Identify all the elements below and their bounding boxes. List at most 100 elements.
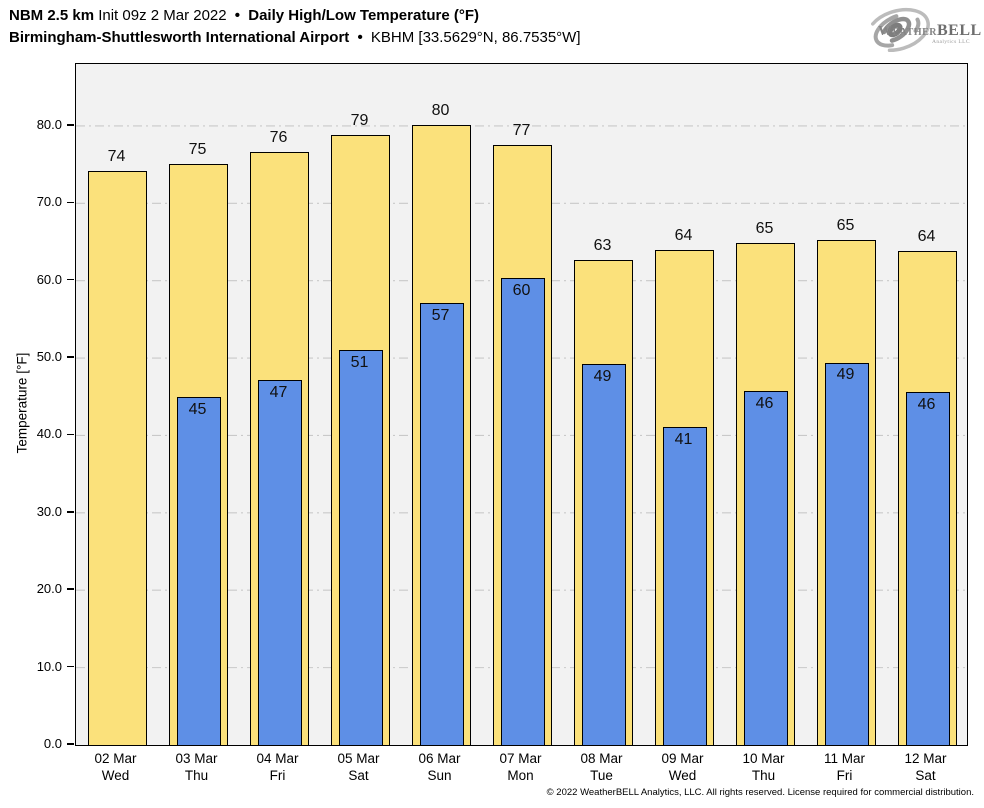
logo-weather-text: Weather — [878, 24, 937, 39]
x-tick-date: 03 Mar — [175, 751, 218, 766]
x-tick-label: 04 Mar Fri — [237, 750, 318, 784]
x-tick-date: 10 Mar — [742, 751, 785, 766]
x-tick-label: 02 Mar Wed — [75, 750, 156, 784]
low-value-label: 46 — [917, 395, 936, 413]
y-tick-label: 70.0 — [36, 194, 62, 210]
hurricane-swirl-icon — [866, 7, 930, 53]
chart-title-line2: Birmingham-Shuttlesworth International A… — [9, 29, 581, 46]
high-value-label: 64 — [674, 227, 693, 245]
high-value-label: 76 — [269, 129, 288, 146]
low-temp-bar — [257, 379, 302, 745]
logo-subtext: Analytics LLC — [931, 39, 970, 45]
plot-area: 74 75 45 76 47 79 51 80 57 77 60 63 49 64 41 65 46 65 49 64… — [75, 63, 968, 746]
y-axis-tick — [67, 356, 74, 358]
station-id: KBHM [33.5629°N, 86.7535°W] — [370, 29, 581, 46]
x-tick-date: 07 Mar — [499, 751, 542, 766]
high-value-label: 65 — [755, 220, 774, 238]
y-axis-tick — [67, 743, 74, 745]
title-separator: • — [234, 7, 241, 24]
low-value-label: 45 — [188, 401, 207, 419]
x-tick-date: 11 Mar — [823, 751, 865, 766]
high-value-label: 64 — [917, 228, 936, 246]
low-temp-bar — [338, 350, 383, 745]
x-tick-date: 12 Mar — [904, 751, 947, 766]
x-tick-date: 02 Mar — [94, 751, 137, 766]
x-tick-weekday: Fri — [836, 768, 853, 783]
y-axis-title: Temperature [°F] — [14, 352, 30, 454]
y-tick-label: 80.0 — [36, 116, 62, 132]
low-temp-bar — [905, 391, 950, 745]
low-temp-bar — [581, 364, 626, 745]
x-tick-weekday: Mon — [507, 768, 534, 783]
copyright-text: © 2022 WeatherBELL Analytics, LLC. All r… — [546, 787, 974, 798]
y-tick-label: 20.0 — [36, 581, 62, 597]
product-name: Daily High/Low Temperature (°F) — [248, 7, 479, 24]
y-tick-label: 40.0 — [36, 426, 62, 442]
init-time: Init 09z 2 Mar 2022 — [98, 7, 227, 24]
low-temp-bar — [743, 391, 788, 745]
model-name: NBM 2.5 km — [9, 7, 95, 24]
title-separator: • — [357, 29, 363, 46]
x-tick-date: 04 Mar — [256, 751, 299, 766]
low-value-label: 41 — [674, 430, 693, 448]
y-axis-tick — [67, 588, 74, 590]
x-tick-weekday: Sat — [915, 768, 936, 783]
high-value-label: 77 — [512, 122, 531, 140]
x-tick-label: 09 Mar Wed — [642, 750, 723, 784]
low-temp-bar — [419, 302, 464, 745]
high-value-label: 79 — [350, 111, 369, 129]
x-tick-label: 06 Mar Sun — [399, 750, 480, 784]
y-axis-tick — [67, 124, 74, 126]
y-tick-label: 10.0 — [36, 658, 62, 674]
y-axis-tick — [67, 278, 74, 281]
low-value-label: 57 — [431, 306, 450, 324]
y-axis-tick — [67, 511, 74, 513]
station-name: Birmingham-Shuttlesworth International A… — [9, 29, 350, 46]
x-tick-label: 12 Mar Sat — [885, 750, 966, 784]
low-temp-bar — [500, 278, 545, 745]
x-tick-date: 05 Mar — [337, 751, 380, 766]
x-tick-label: 08 Mar Tue — [561, 750, 642, 784]
x-tick-label: 03 Mar Thu — [156, 750, 237, 784]
low-value-label: 49 — [836, 366, 855, 384]
low-value-label: 49 — [593, 368, 612, 386]
low-value-label: 60 — [512, 282, 531, 300]
x-tick-weekday: Wed — [101, 768, 130, 783]
logo-bell-text: BELL — [937, 22, 982, 39]
y-tick-label: 0.0 — [43, 736, 62, 751]
high-temp-bar — [88, 171, 147, 745]
logo-wordmark: WeatherBELL — [878, 22, 982, 40]
weatherbell-logo: WeatherBELL Analytics LLC — [864, 2, 981, 58]
low-value-label: 46 — [755, 395, 774, 413]
x-tick-weekday: Thu — [184, 768, 209, 783]
x-tick-weekday: Thu — [751, 768, 776, 783]
low-temp-bar — [662, 426, 707, 745]
high-value-label: 75 — [188, 141, 207, 159]
y-axis-tick — [67, 433, 74, 436]
x-tick-label: 05 Mar Sat — [318, 750, 399, 784]
x-tick-label: 07 Mar Mon — [480, 750, 561, 784]
high-value-label: 74 — [107, 148, 126, 166]
x-tick-date: 08 Mar — [580, 751, 623, 766]
high-value-label: 65 — [836, 217, 855, 235]
y-tick-label: 30.0 — [36, 503, 62, 519]
x-tick-date: 09 Mar — [661, 751, 704, 766]
chart-title-line1: NBM 2.5 km Init 09z 2 Mar 2022 • Daily H… — [9, 7, 479, 24]
x-tick-weekday: Tue — [590, 768, 613, 783]
high-value-label: 63 — [593, 236, 612, 254]
low-value-label: 47 — [269, 383, 288, 401]
y-tick-label: 50.0 — [36, 349, 62, 365]
low-value-label: 51 — [350, 354, 369, 372]
x-tick-label: 10 Mar Thu — [723, 750, 804, 784]
y-tick-label: 60.0 — [36, 271, 62, 287]
x-tick-date: 06 Mar — [418, 751, 461, 766]
x-tick-weekday: Fri — [269, 768, 286, 783]
x-tick-weekday: Wed — [668, 768, 697, 783]
low-temp-bar — [824, 362, 869, 745]
x-tick-weekday: Sat — [348, 768, 369, 783]
high-value-label: 80 — [431, 101, 450, 119]
low-temp-bar — [176, 397, 221, 745]
y-axis-tick — [67, 665, 74, 668]
x-tick-label: 11 Mar Fri — [804, 750, 885, 784]
